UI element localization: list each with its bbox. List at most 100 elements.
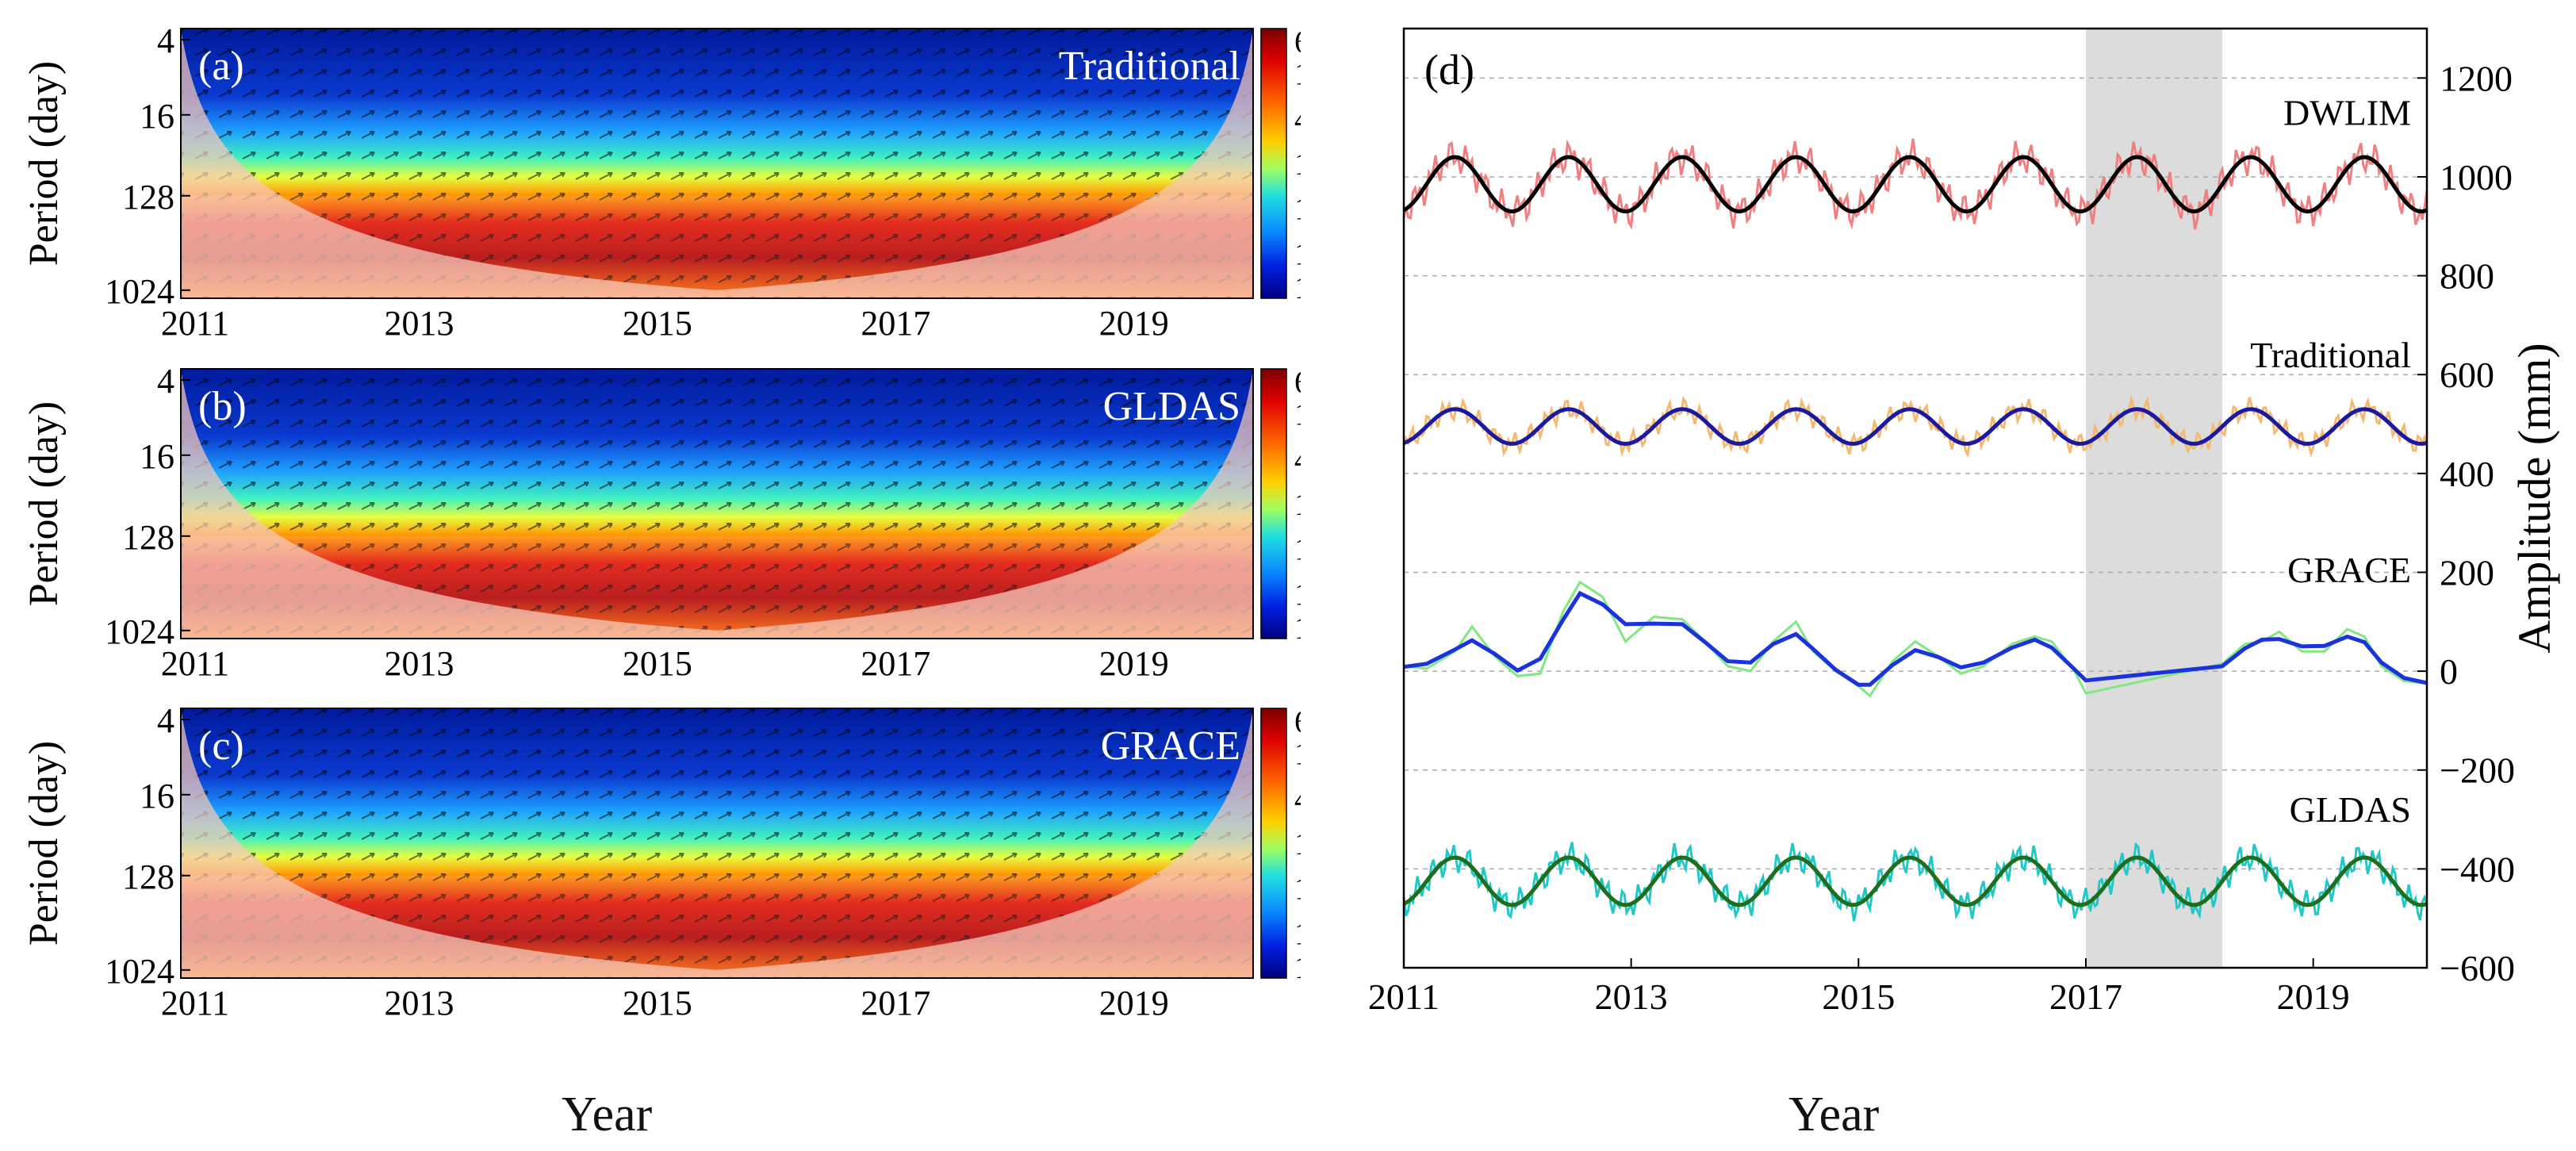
y-tick-label: 1000 — [2440, 157, 2513, 198]
colorbar — [1260, 368, 1287, 639]
colorbar-tick-label: 1/64 — [1294, 610, 1301, 646]
year-tick-label: 2011 — [161, 304, 229, 343]
colorbar — [1260, 28, 1287, 299]
raw-series-line — [1402, 394, 2428, 458]
x-tick-label: 2017 — [2049, 976, 2122, 1017]
fitted-series-line — [1402, 155, 2428, 213]
period-tick-label: 4 — [157, 21, 174, 60]
y-tick-label: 200 — [2440, 552, 2494, 593]
series-xlabel: Year — [1788, 1088, 1880, 1141]
period-tick-label: 128 — [122, 857, 174, 896]
panel-letter: (d) — [1424, 46, 1474, 94]
colorbar-tick-label: 64 — [1294, 364, 1301, 400]
year-tick-label: 2013 — [384, 984, 454, 1022]
year-tick-label: 2019 — [1099, 304, 1169, 343]
y-tick-label: 1200 — [2440, 58, 2513, 98]
colorbar-tick-label: 1/4 — [1294, 531, 1301, 567]
raw-series-line — [1402, 138, 2428, 230]
colorbar-tick-label: 1/16 — [1294, 236, 1301, 271]
y-tick-label: −600 — [2440, 948, 2515, 988]
amplitude-axis-label: Amplitude (mm) — [2509, 343, 2560, 653]
raw-series-line — [1403, 580, 2428, 698]
period-tick-label: 128 — [122, 178, 174, 217]
panel-name: GRACE — [1101, 723, 1240, 769]
series-dwlim: DWLIM — [1402, 93, 2428, 230]
plot-frame — [1402, 27, 2428, 969]
wavelet-xlabel: Year — [562, 1088, 653, 1141]
panel-name: GLDAS — [1103, 384, 1240, 429]
colorbar-tick-label: 1/64 — [1294, 270, 1301, 305]
series-traditional: Traditional — [1402, 335, 2428, 458]
raw-series-line — [1402, 842, 2428, 922]
panel-letter: (b) — [198, 384, 247, 429]
year-tick-label: 2015 — [623, 644, 692, 683]
period-axis-label: Period (day) — [21, 741, 67, 946]
fitted-series-line — [1402, 855, 2428, 907]
cone-of-influence — [181, 708, 1253, 978]
year-tick-label: 2013 — [384, 644, 454, 683]
y-tick-label: 800 — [2440, 256, 2494, 297]
year-tick-label: 2013 — [384, 304, 454, 343]
period-tick-label: 16 — [140, 437, 174, 476]
year-tick-label: 2017 — [861, 304, 930, 343]
y-tick-label: −400 — [2440, 849, 2515, 889]
panel-letter: (a) — [198, 44, 244, 89]
panel-frame — [180, 28, 1254, 299]
year-tick-label: 2019 — [1099, 984, 1169, 1022]
period-tick-label: 128 — [122, 518, 174, 557]
time-series-chart: 1200 1000 800 600 400 200 0 −200 −400 −600 2011 201… — [1368, 27, 2560, 1017]
cone-of-influence — [181, 369, 1253, 639]
period-tick-label: 16 — [140, 777, 174, 815]
x-tick-label: 2019 — [2277, 976, 2350, 1017]
fitted-series-line — [1403, 590, 2428, 687]
series-label: DWLIM — [2283, 93, 2411, 133]
panel-frame — [180, 708, 1254, 979]
period-tick-label: 1024 — [105, 272, 174, 311]
y-tick-label: 400 — [2440, 454, 2494, 494]
period-axis-label: Period (day) — [21, 61, 67, 266]
colorbar-tick-label: 4 — [1294, 781, 1301, 816]
year-tick-label: 2017 — [861, 984, 930, 1022]
colorbar-tick-label: 64 — [1294, 704, 1301, 739]
colorbar — [1260, 708, 1287, 979]
y-tick-label: 0 — [2440, 651, 2458, 692]
y-tick-label: −200 — [2440, 750, 2515, 791]
x-tick-label: 2011 — [1368, 976, 1439, 1017]
panel-frame — [180, 368, 1254, 639]
series-label: GRACE — [2287, 550, 2411, 590]
period-axis-label: Period (day) — [21, 401, 67, 606]
fitted-series-line — [1403, 407, 2428, 446]
colorbar-tick-label: 1/16 — [1294, 915, 1301, 951]
colorbar-tick-label: 1/4 — [1294, 191, 1301, 227]
y-tick-label: 600 — [2440, 355, 2494, 395]
colorbar-tick-label: 4 — [1294, 101, 1301, 136]
colorbar-tick-label: 64 — [1294, 24, 1301, 59]
series-label: Traditional — [2250, 335, 2411, 375]
colorbar-tick-label: 16 — [1294, 397, 1301, 432]
period-tick-label: 16 — [140, 97, 174, 136]
period-tick-label: 1024 — [105, 612, 174, 651]
panel-name: Traditional — [1059, 44, 1240, 89]
colorbar-tick-label: 1 — [1294, 486, 1301, 522]
colorbar-tick-label: 1/4 — [1294, 871, 1301, 907]
series-label: GLDAS — [2290, 789, 2411, 830]
colorbar-tick-label: 1 — [1294, 146, 1301, 182]
series-grace: GRACE — [1403, 550, 2428, 698]
year-tick-label: 2019 — [1099, 644, 1169, 683]
colorbar-tick-label: 1/64 — [1294, 950, 1301, 985]
colorbar-tick-label: 16 — [1294, 736, 1301, 772]
x-tick-label: 2015 — [1822, 976, 1895, 1017]
x-tick-label: 2013 — [1595, 976, 1668, 1017]
panel-letter: (c) — [198, 723, 244, 769]
year-tick-label: 2015 — [623, 304, 692, 343]
period-tick-label: 4 — [157, 362, 174, 401]
series-gldas: GLDAS — [1402, 789, 2428, 922]
year-tick-label: 2017 — [861, 644, 930, 683]
period-tick-label: 1024 — [105, 952, 174, 991]
period-tick-label: 4 — [157, 701, 174, 740]
year-tick-label: 2015 — [623, 984, 692, 1022]
